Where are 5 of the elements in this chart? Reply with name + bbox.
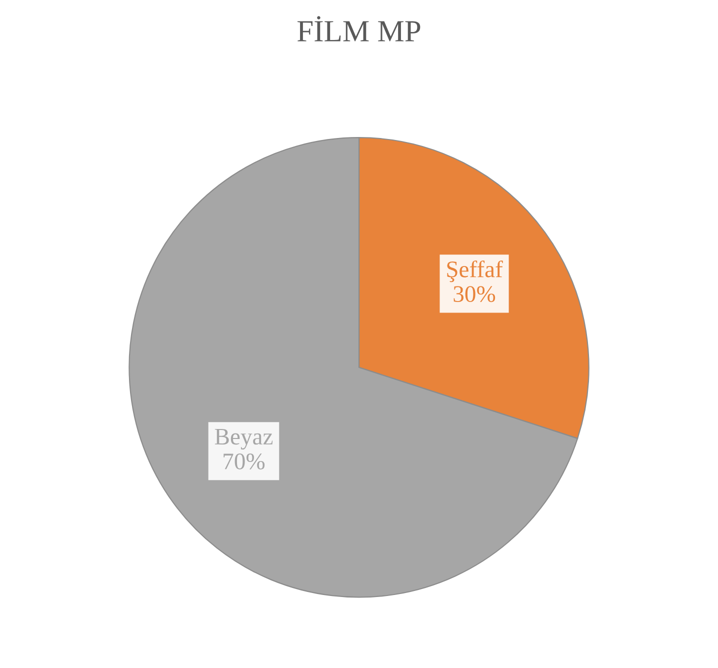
slice-label: Beyaz (214, 428, 273, 450)
data-label: 70% (224, 453, 265, 470)
slice-label: Şeffaf (447, 260, 503, 282)
data-label: 30% (454, 286, 496, 302)
chart-title: FİLM MP (297, 16, 420, 42)
